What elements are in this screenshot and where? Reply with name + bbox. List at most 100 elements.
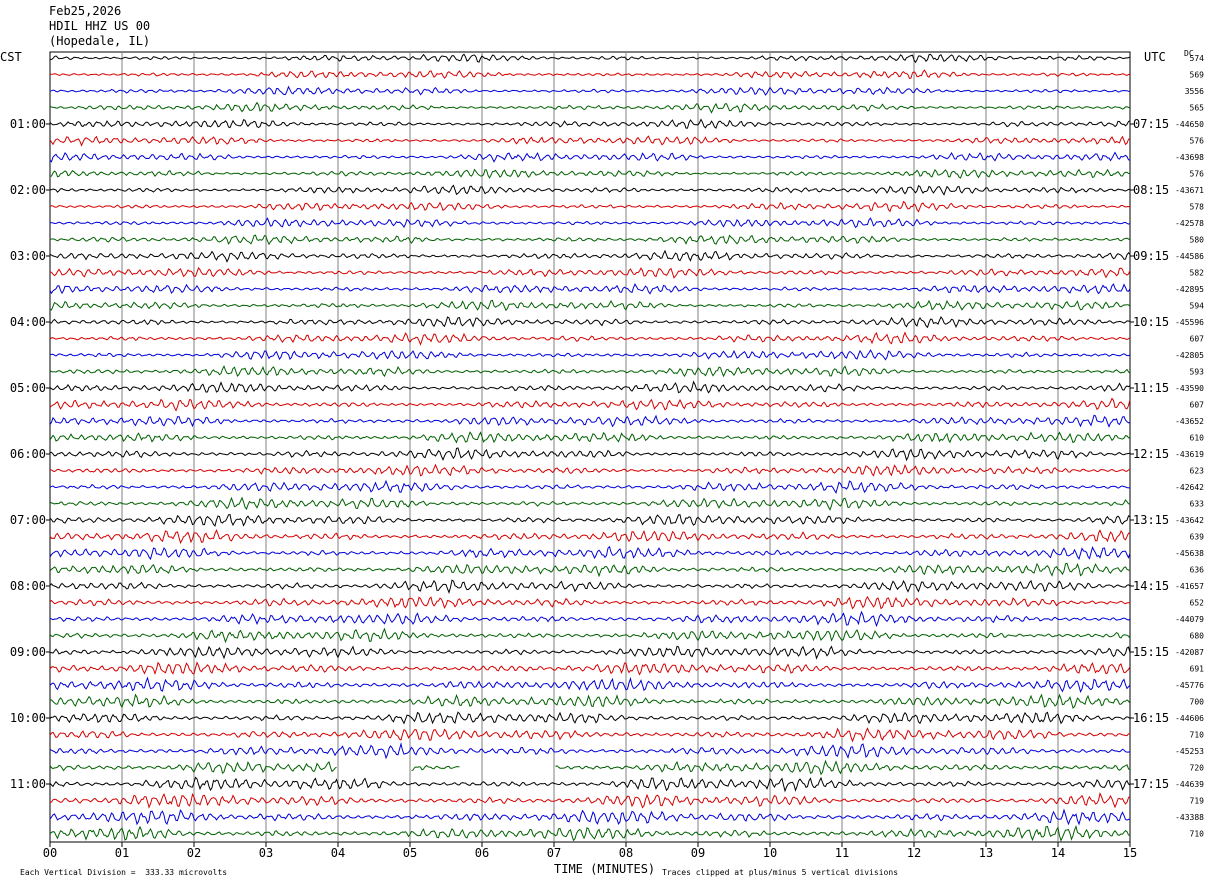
x-tick-label: 07 <box>547 846 561 860</box>
trace-row <box>49 331 1131 346</box>
trace-row <box>49 776 1131 793</box>
trace-row <box>49 349 1131 361</box>
dc-offset-value: 636 <box>1190 566 1205 575</box>
right-time-label: 07:15 <box>1133 117 1169 131</box>
scale-note: Each Vertical Division = 333.33 microvol… <box>20 868 228 877</box>
trace-row <box>49 742 1131 760</box>
trace-row <box>49 249 1131 263</box>
dc-offset-value: 576 <box>1190 170 1205 179</box>
dc-offset-value: 569 <box>1190 71 1205 80</box>
dc-offset-value: 574 <box>1190 54 1205 63</box>
left-timezone-label: CST <box>0 50 22 64</box>
dc-offset-value: 652 <box>1190 599 1205 608</box>
right-time-label: 14:15 <box>1133 579 1169 593</box>
x-tick-label: 10 <box>763 846 777 860</box>
dc-offset-value: 607 <box>1190 335 1205 344</box>
dc-offset-value: 633 <box>1190 500 1205 509</box>
dc-offset-value: 719 <box>1190 797 1205 806</box>
trace-row <box>49 168 1131 179</box>
dc-offset-value: 691 <box>1190 665 1205 674</box>
right-time-label: 09:15 <box>1133 249 1169 263</box>
trace-row <box>49 53 1131 64</box>
x-tick-label: 09 <box>691 846 705 860</box>
dc-offset-value: -42642 <box>1175 483 1204 492</box>
dc-offset-value: -41657 <box>1175 582 1204 591</box>
x-tick-label: 08 <box>619 846 633 860</box>
x-tick-label: 15 <box>1123 846 1137 860</box>
left-time-label: 05:00 <box>10 381 46 395</box>
right-time-label: 10:15 <box>1133 315 1169 329</box>
trace-row <box>49 463 1131 477</box>
dc-offset-value: -43671 <box>1175 186 1204 195</box>
dc-offset-value: -44639 <box>1175 780 1204 789</box>
x-tick-label: 12 <box>907 846 921 860</box>
dc-offset-value: 720 <box>1190 764 1205 773</box>
dc-offset-value: -43642 <box>1175 516 1204 525</box>
dc-offset-value: 565 <box>1190 104 1205 113</box>
dc-offset-value: 594 <box>1190 302 1205 311</box>
trace-row <box>49 431 1131 444</box>
dc-offset-value: 578 <box>1190 203 1205 212</box>
trace-row <box>49 135 1131 147</box>
trace-row <box>49 414 1131 428</box>
right-time-label: 08:15 <box>1133 183 1169 197</box>
trace-row <box>49 282 1131 295</box>
date-label: Feb25,2026 <box>49 4 122 18</box>
dc-offset-value: -43388 <box>1175 813 1204 822</box>
trace-row <box>49 791 1131 809</box>
trace-row <box>49 824 1131 842</box>
right-time-label: 15:15 <box>1133 645 1169 659</box>
dc-offset-value: -45596 <box>1175 318 1204 327</box>
trace-row <box>49 397 1131 412</box>
trace-row <box>49 101 1131 114</box>
dc-offset-value: 3556 <box>1185 87 1204 96</box>
x-tick-label: 03 <box>259 846 273 860</box>
dc-offset-value: -43590 <box>1175 384 1204 393</box>
x-tick-label: 11 <box>835 846 849 860</box>
dc-offset-value: 710 <box>1190 731 1205 740</box>
trace-row <box>49 514 1131 527</box>
trace-row <box>49 693 1131 709</box>
trace-row <box>49 200 1131 213</box>
left-time-label: 06:00 <box>10 447 46 461</box>
dc-offset-value: 593 <box>1190 368 1205 377</box>
dc-offset-value: 582 <box>1190 269 1205 278</box>
trace-row <box>49 676 1131 694</box>
trace-row <box>49 479 1131 495</box>
trace-row <box>49 316 1131 329</box>
trace-row <box>49 808 1131 826</box>
trace-row <box>49 562 1131 578</box>
plot-frame <box>49 51 1131 843</box>
trace-row <box>49 299 1131 312</box>
dc-offset-value: -44606 <box>1175 714 1204 723</box>
dc-offset-value: -43652 <box>1175 417 1204 426</box>
trace-row <box>49 610 1131 628</box>
right-time-label: 13:15 <box>1133 513 1169 527</box>
trace-row <box>49 217 1131 229</box>
dc-offset-value: -45253 <box>1175 747 1204 756</box>
trace-row <box>49 364 1131 378</box>
location-label: (Hopedale, IL) <box>49 34 151 48</box>
clip-note: Traces clipped at plus/minus 5 vertical … <box>662 868 899 877</box>
right-time-label: 12:15 <box>1133 447 1169 461</box>
trace-row <box>49 496 1131 511</box>
x-tick-label: 06 <box>475 846 489 860</box>
dc-offset-value: -44079 <box>1175 615 1204 624</box>
trace-row <box>49 711 1131 725</box>
dc-offset-value: 710 <box>1190 830 1205 839</box>
x-tick-label: 01 <box>115 846 129 860</box>
trace-row <box>49 184 1130 196</box>
dc-offset-value: 700 <box>1190 698 1205 707</box>
trace-row <box>50 447 1131 462</box>
trace-row <box>49 579 1131 595</box>
dc-offset-value: -42805 <box>1175 351 1204 360</box>
dc-offset-value: 623 <box>1190 467 1205 476</box>
trace-row <box>49 595 1131 610</box>
right-time-label: 17:15 <box>1133 777 1169 791</box>
station-label: HDIL HHZ US 00 <box>49 19 151 33</box>
right-time-label: 11:15 <box>1133 381 1169 395</box>
dc-offset-value: -45638 <box>1175 549 1204 558</box>
dc-offset-value: 607 <box>1190 401 1205 410</box>
left-time-label: 09:00 <box>10 645 46 659</box>
x-tick-label: 14 <box>1051 846 1065 860</box>
